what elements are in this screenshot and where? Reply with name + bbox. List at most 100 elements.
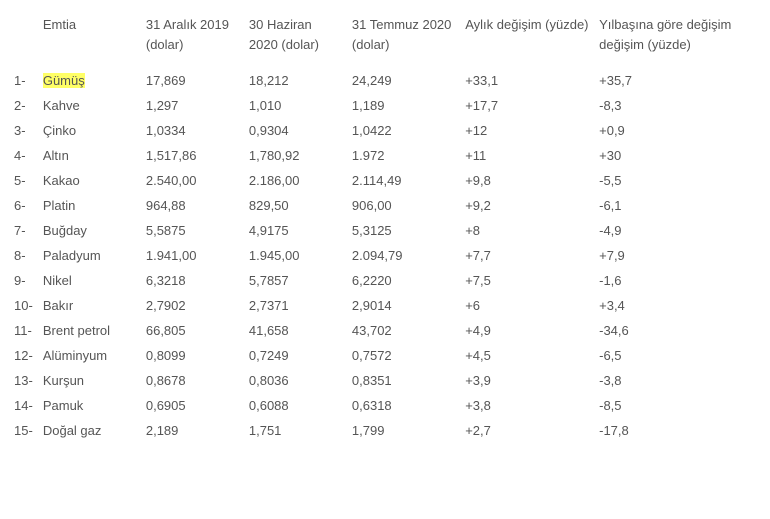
cell-v2: 2.186,00 [245,168,348,193]
cell-v5: -8,3 [595,93,760,118]
cell-v3: 2.094,79 [348,243,461,268]
cell-v4: +9,8 [461,168,595,193]
cell-v3: 5,3125 [348,218,461,243]
cell-name: Bakır [39,293,142,318]
cell-name: Altın [39,143,142,168]
col-header-rank [10,10,39,68]
cell-v2: 1,010 [245,93,348,118]
cell-v4: +9,2 [461,193,595,218]
cell-v4: +2,7 [461,418,595,443]
cell-v3: 1.972 [348,143,461,168]
table-row: 8-Paladyum1.941,001.945,002.094,79+7,7+7… [10,243,760,268]
commodity-name: Nikel [43,273,72,288]
commodity-name: Gümüş [43,73,85,88]
table-row: 1- Gümüş 17,86918,21224,249+33,1+35,7 [10,68,760,93]
table-row: 12-Alüminyum0,80990,72490,7572+4,5-6,5 [10,343,760,368]
cell-name: Kakao [39,168,142,193]
col-header-jul2020: 31 Temmuz 2020 (dolar) [348,10,461,68]
cell-v4: +8 [461,218,595,243]
cell-name: Nikel [39,268,142,293]
cell-v5: +0,9 [595,118,760,143]
cell-v5: -4,9 [595,218,760,243]
table-row: 7- Buğday 5,58754,91755,3125+8-4,9 [10,218,760,243]
table-row: 11-Brent petrol66,80541,65843,702+4,9-34… [10,318,760,343]
commodity-name: Altın [43,148,69,163]
cell-v5: -8,5 [595,393,760,418]
cell-v4: +3,9 [461,368,595,393]
cell-rank: 11- [10,318,39,343]
cell-v1: 66,805 [142,318,245,343]
cell-rank: 1- [10,68,39,93]
cell-v4: +3,8 [461,393,595,418]
cell-name: Alüminyum [39,343,142,368]
cell-rank: 15- [10,418,39,443]
commodity-name: Kahve [43,98,80,113]
cell-rank: 4- [10,143,39,168]
cell-v5: -3,8 [595,368,760,393]
table-row: 4-Altın1,517,861,780,921.972+11+30 [10,143,760,168]
cell-v1: 1,0334 [142,118,245,143]
cell-v2: 4,9175 [245,218,348,243]
cell-v3: 2,9014 [348,293,461,318]
commodity-name: Kakao [43,173,80,188]
cell-v1: 964,88 [142,193,245,218]
cell-rank: 14- [10,393,39,418]
cell-rank: 10- [10,293,39,318]
cell-v3: 1,799 [348,418,461,443]
commodity-name: Brent petrol [43,323,110,338]
cell-v5: +35,7 [595,68,760,93]
cell-v1: 1,297 [142,93,245,118]
cell-v1: 2.540,00 [142,168,245,193]
cell-v2: 1,780,92 [245,143,348,168]
cell-v5: -6,1 [595,193,760,218]
cell-v4: +4,5 [461,343,595,368]
cell-v5: +30 [595,143,760,168]
table-row: 5-Kakao2.540,002.186,002.114,49+9,8-5,5 [10,168,760,193]
cell-rank: 6- [10,193,39,218]
cell-name: Çinko [39,118,142,143]
cell-v5: +3,4 [595,293,760,318]
cell-v2: 0,7249 [245,343,348,368]
cell-v2: 1,751 [245,418,348,443]
commodity-name: Buğday [43,223,87,238]
cell-v3: 24,249 [348,68,461,93]
table-row: 15-Doğal gaz2,1891,7511,799+2,7-17,8 [10,418,760,443]
commodity-name: Paladyum [43,248,101,263]
cell-name: Pamuk [39,393,142,418]
cell-v5: -17,8 [595,418,760,443]
cell-v4: +4,9 [461,318,595,343]
cell-name: Kahve [39,93,142,118]
commodity-name: Alüminyum [43,348,107,363]
cell-v1: 2,189 [142,418,245,443]
cell-v1: 17,869 [142,68,245,93]
cell-v4: +33,1 [461,68,595,93]
cell-v2: 829,50 [245,193,348,218]
cell-v2: 2,7371 [245,293,348,318]
cell-v2: 0,9304 [245,118,348,143]
cell-rank: 12- [10,343,39,368]
cell-rank: 13- [10,368,39,393]
cell-v5: -5,5 [595,168,760,193]
table-row: 9-Nikel6,32185,78576,2220+7,5-1,6 [10,268,760,293]
cell-v1: 5,5875 [142,218,245,243]
cell-v5: +7,9 [595,243,760,268]
cell-v4: +11 [461,143,595,168]
cell-rank: 2- [10,93,39,118]
cell-v4: +7,7 [461,243,595,268]
cell-name: Platin [39,193,142,218]
cell-v3: 1,189 [348,93,461,118]
cell-v3: 6,2220 [348,268,461,293]
cell-v4: +7,5 [461,268,595,293]
commodity-name: Pamuk [43,398,83,413]
cell-rank: 3- [10,118,39,143]
cell-rank: 7- [10,218,39,243]
cell-rank: 8- [10,243,39,268]
cell-name: Paladyum [39,243,142,268]
cell-v3: 906,00 [348,193,461,218]
cell-v2: 18,212 [245,68,348,93]
commodity-name: Platin [43,198,76,213]
cell-v2: 41,658 [245,318,348,343]
table-row: 14-Pamuk0,69050,60880,6318+3,8-8,5 [10,393,760,418]
cell-v3: 0,8351 [348,368,461,393]
cell-v5: -1,6 [595,268,760,293]
